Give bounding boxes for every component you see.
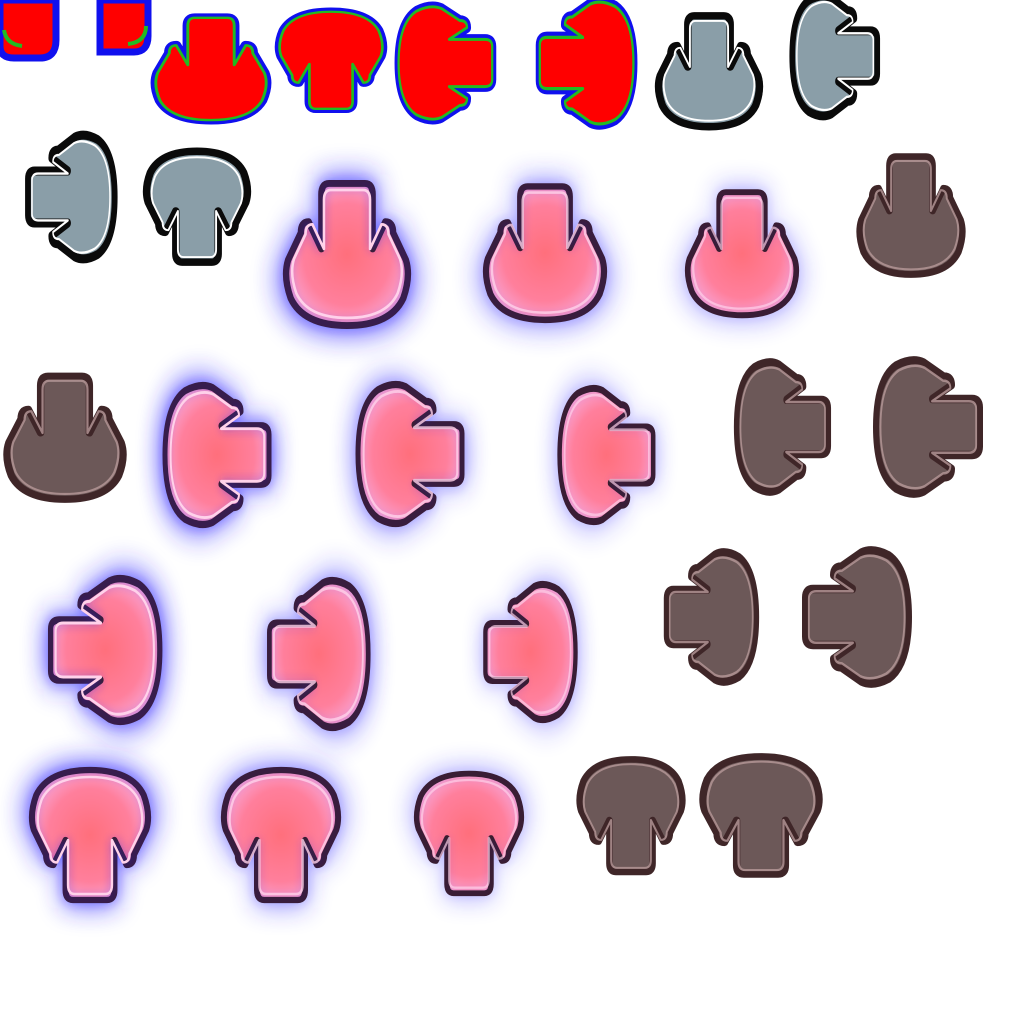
press-up-frame-2: [699, 753, 823, 878]
press-left-frame-2: [873, 356, 983, 498]
hold-cap-sprite: [0, 0, 152, 62]
strum-right-sprite: [25, 130, 118, 264]
confirm-down-frame-1: [277, 174, 417, 337]
press-down-frame-1: [856, 153, 966, 278]
confirm-down-frame-2: [477, 177, 613, 330]
confirm-right-frame-2: [263, 570, 376, 738]
confirm-up-frame-3: [409, 764, 529, 901]
cap-left-shape: [0, 0, 60, 62]
strum-up-sprite: [142, 147, 252, 266]
press-right-frame-1: [663, 548, 760, 686]
confirm-left-frame-1: [157, 375, 276, 535]
note-down-sprite: [150, 13, 272, 125]
confirm-up-frame-2: [215, 760, 347, 909]
cap-right-shape: [96, 0, 152, 56]
note-left-sprite: [394, 1, 497, 125]
strum-left-sprite: [789, 0, 881, 121]
press-down-frame-2: [3, 372, 127, 503]
confirm-left-frame-2: [350, 374, 469, 534]
confirm-down-frame-3: [680, 184, 804, 325]
press-right-frame-2: [802, 546, 912, 688]
press-left-frame-1: [733, 358, 832, 496]
strum-down-sprite: [654, 12, 764, 131]
note-right-sprite: [535, 0, 638, 130]
confirm-right-frame-1: [43, 568, 169, 732]
confirm-right-frame-3: [479, 574, 583, 730]
press-up-frame-1: [576, 756, 686, 876]
confirm-left-frame-3: [552, 379, 660, 531]
note-up-sprite: [274, 7, 388, 114]
confirm-up-frame-1: [23, 760, 157, 909]
